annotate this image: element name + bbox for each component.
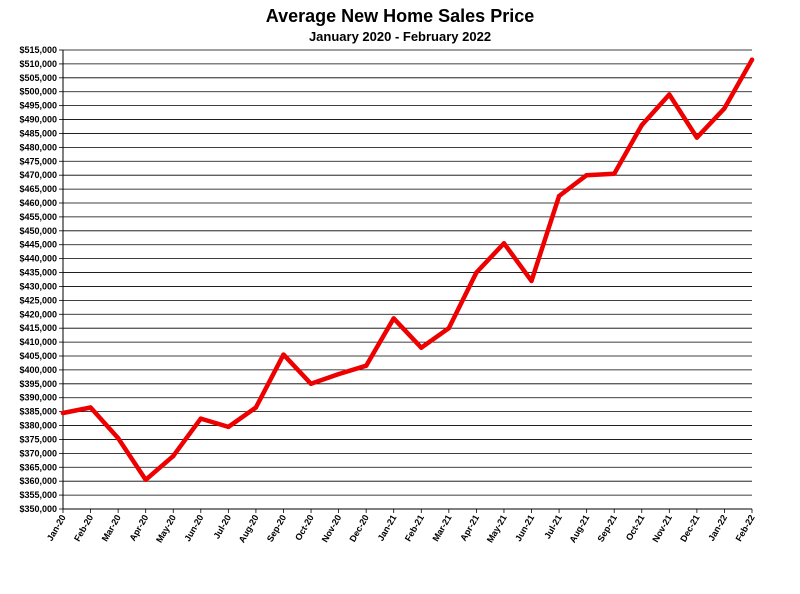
data-point <box>143 477 148 482</box>
y-tick-label: $515,000 <box>19 45 57 55</box>
data-point <box>363 363 369 368</box>
x-tick-label: Sep-21 <box>596 513 619 544</box>
x-tick-label: Aug-20 <box>237 513 261 544</box>
chart-title: Average New Home Sales Price <box>265 6 535 26</box>
x-tick-label: Dec-20 <box>347 513 370 544</box>
y-tick-label: $490,000 <box>19 115 57 125</box>
data-point <box>639 122 644 128</box>
x-tick-label: Mar-21 <box>430 513 453 543</box>
x-tick-label: Feb-22 <box>734 513 757 543</box>
y-tick-label: $460,000 <box>19 198 57 208</box>
data-point <box>694 135 700 140</box>
x-tick-label: Jul-21 <box>542 513 564 541</box>
y-tick-label: $375,000 <box>19 434 57 444</box>
data-point <box>60 410 66 416</box>
y-tick-label: $395,000 <box>19 379 57 389</box>
data-point <box>171 453 176 459</box>
y-tick-label: $425,000 <box>19 295 57 305</box>
x-tick-label: Jun-21 <box>513 513 536 543</box>
y-tick-label: $505,000 <box>19 73 57 83</box>
data-point <box>474 270 479 275</box>
y-tick-label: $435,000 <box>19 268 57 278</box>
x-tick-label: Sep-20 <box>265 513 288 544</box>
y-tick-label: $390,000 <box>19 393 57 403</box>
y-tick-label: $495,000 <box>19 101 57 111</box>
data-point <box>722 106 727 111</box>
data-point <box>88 405 93 410</box>
y-tick-label: $360,000 <box>19 476 57 486</box>
x-tick-label: Jan-20 <box>45 513 68 543</box>
x-tick-label: Feb-20 <box>72 513 95 543</box>
data-point <box>501 241 507 246</box>
x-tick-label: Jul-20 <box>211 513 233 541</box>
data-point <box>115 435 121 441</box>
x-tick-label: May-20 <box>154 513 178 544</box>
y-tick-label: $385,000 <box>19 407 57 417</box>
x-tick-label: Jan-22 <box>706 513 729 543</box>
y-tick-label: $365,000 <box>19 462 57 472</box>
y-tick-label: $510,000 <box>19 59 57 69</box>
data-point <box>612 171 617 176</box>
data-point <box>749 57 755 62</box>
y-tick-label: $430,000 <box>19 281 57 291</box>
x-tick-label: May-21 <box>485 513 509 544</box>
y-tick-label: $440,000 <box>19 254 57 264</box>
y-tick-label: $380,000 <box>19 421 57 431</box>
x-tick-label: Jun-20 <box>182 513 205 543</box>
y-tick-label: $475,000 <box>19 156 57 166</box>
x-tick-label: Oct-20 <box>293 513 316 542</box>
y-tick-label: $455,000 <box>19 212 57 222</box>
data-point <box>667 92 672 97</box>
y-tick-label: $415,000 <box>19 323 57 333</box>
data-point <box>556 193 562 199</box>
data-point <box>336 371 341 377</box>
data-point <box>584 172 589 178</box>
data-point <box>253 405 259 410</box>
y-tick-label: $370,000 <box>19 448 57 458</box>
data-point <box>446 325 452 331</box>
data-point <box>226 424 231 430</box>
x-tick-label: Dec-21 <box>678 513 701 544</box>
y-tick-label: $450,000 <box>19 226 57 236</box>
y-tick-label: $465,000 <box>19 184 57 194</box>
x-tick-label: Nov-20 <box>320 513 344 544</box>
x-tick-label: Mar-20 <box>100 513 123 543</box>
data-point <box>308 381 314 387</box>
data-point <box>198 416 203 421</box>
x-tick-label: Aug-21 <box>567 513 591 544</box>
y-tick-label: $480,000 <box>19 142 57 152</box>
x-tick-label: Apr-21 <box>458 513 481 543</box>
y-tick-label: $405,000 <box>19 351 57 361</box>
data-point <box>529 278 534 284</box>
x-tick-label: Apr-20 <box>127 513 150 543</box>
y-tick-label: $445,000 <box>19 240 57 250</box>
y-tick-label: $470,000 <box>19 170 57 180</box>
y-tick-label: $485,000 <box>19 128 57 138</box>
data-point <box>391 316 396 321</box>
y-tick-label: $355,000 <box>19 490 57 500</box>
y-tick-label: $420,000 <box>19 309 57 319</box>
x-tick-label: Jan-21 <box>376 513 399 543</box>
data-point <box>281 352 286 357</box>
x-tick-label: Nov-21 <box>650 513 674 544</box>
y-tick-label: $500,000 <box>19 87 57 97</box>
x-tick-label: Feb-21 <box>403 513 426 543</box>
chart-subtitle: January 2020 - February 2022 <box>308 29 492 44</box>
data-point <box>419 345 424 350</box>
y-tick-label: $400,000 <box>19 365 57 375</box>
x-tick-label: Oct-21 <box>624 513 647 542</box>
y-tick-label: $410,000 <box>19 337 57 347</box>
series-line <box>60 57 755 483</box>
y-tick-label: $350,000 <box>19 504 57 514</box>
